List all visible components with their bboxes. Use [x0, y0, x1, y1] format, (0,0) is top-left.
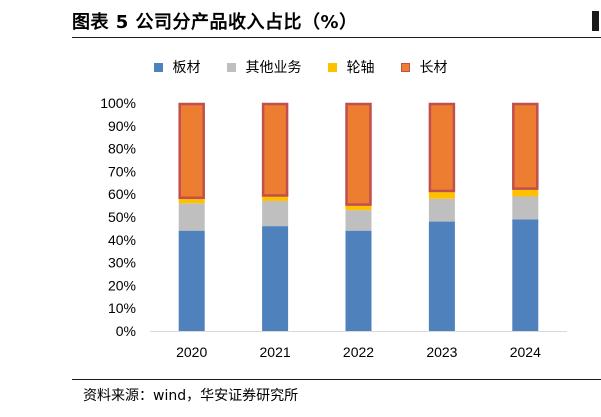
y-tick-label: 80% [108, 141, 136, 157]
y-tick-label: 30% [108, 255, 136, 271]
title-bar: 图表 5 公司分产品收入占比（%） [72, 4, 601, 38]
legend-label-board: 板材 [172, 60, 201, 76]
bar-board-2021 [262, 226, 289, 331]
bar-long-2022 [345, 102, 372, 206]
title-divider [72, 37, 601, 38]
y-tick-label: 20% [108, 277, 136, 293]
bar-wheel-2023 [428, 191, 455, 199]
y-tick-label: 10% [108, 300, 136, 316]
bar-other-2023 [428, 198, 455, 222]
x-tick-label: 2022 [343, 344, 374, 360]
bar-board-2024 [512, 219, 539, 331]
legend-label-other: 其他业务 [245, 60, 302, 76]
x-tick-label: 2023 [426, 344, 457, 360]
x-axis-labels: 2020 2021 2022 2023 2024 [176, 344, 541, 360]
bar-long-2020 [178, 102, 205, 200]
bar-long-2024 [512, 102, 539, 190]
legend-label-wheel: 轮轴 [346, 60, 375, 76]
legend-label-long: 长材 [419, 60, 448, 76]
y-tick-label: 90% [108, 118, 136, 134]
y-tick-label: 40% [108, 232, 136, 248]
legend-item-long: 长材 [400, 57, 448, 77]
bar-wheel-2021 [262, 196, 289, 202]
bar-group [178, 102, 539, 331]
chart-title: 图表 5 公司分产品收入占比（%） [72, 12, 358, 33]
bar-board-2022 [345, 230, 372, 331]
bar-other-2020 [178, 203, 205, 231]
y-axis-labels: 0% 10% 20% 30% 40% 50% 60% 70% 80% 90% 100% [100, 95, 136, 339]
bar-other-2022 [345, 210, 372, 231]
bar-board-2020 [178, 230, 205, 331]
y-tick-label: 0% [116, 323, 136, 339]
legend-swatch-wheel [327, 62, 337, 72]
legend-item-wheel: 轮轴 [327, 57, 375, 77]
legend-item-other: 其他业务 [226, 57, 302, 77]
bar-wheel-2024 [512, 189, 539, 197]
legend-swatch-board [153, 62, 163, 72]
bar-wheel-2020 [178, 198, 205, 204]
legend-swatch-other [226, 62, 236, 72]
chart-legend: 板材 其他业务 轮轴 长材 [0, 56, 601, 78]
y-tick-label: 70% [108, 163, 136, 179]
x-tick-label: 2021 [260, 344, 291, 360]
legend-swatch-long [400, 62, 410, 72]
y-tick-label: 50% [108, 209, 136, 225]
bar-long-2023 [428, 102, 456, 193]
bar-board-2023 [428, 221, 455, 331]
source-note: 资料来源：wind，华安证券研究所 [83, 388, 299, 404]
bar-other-2021 [262, 201, 289, 227]
x-tick-label: 2024 [510, 344, 541, 360]
y-tick-label: 100% [100, 95, 136, 111]
corner-mark [592, 11, 599, 31]
bar-wheel-2022 [345, 205, 372, 211]
legend-item-board: 板材 [153, 57, 201, 77]
y-tick-label: 60% [108, 186, 136, 202]
bar-long-2021 [261, 102, 289, 197]
footer-divider [72, 379, 601, 380]
bar-other-2024 [512, 196, 539, 220]
x-tick-label: 2020 [176, 344, 207, 360]
